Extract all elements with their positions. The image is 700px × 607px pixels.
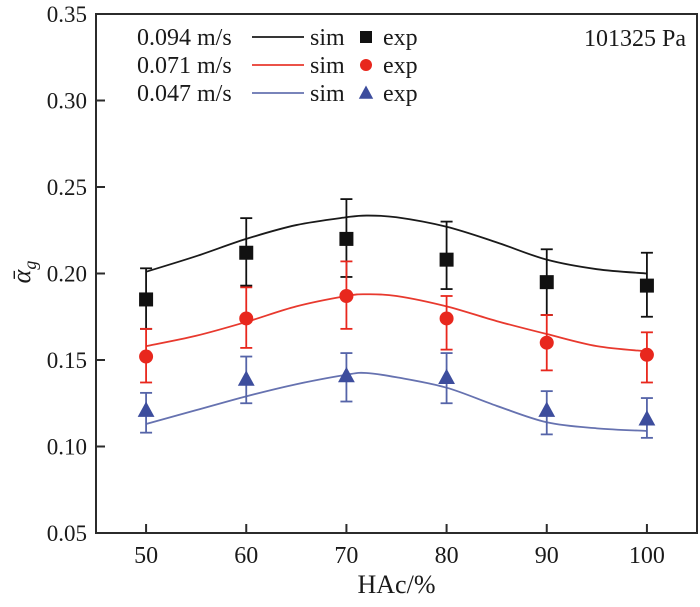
exp-marker — [438, 368, 455, 385]
x-tick-label: 60 — [234, 543, 258, 569]
x-tick-label: 50 — [134, 543, 158, 569]
exp-marker — [137, 401, 155, 417]
exp-marker — [439, 252, 454, 267]
y-axis-title-subscript: g — [20, 260, 41, 270]
exp-marker — [639, 347, 654, 362]
legend-triangle-icon — [358, 85, 374, 99]
legend-velocity-label: 0.094 m/s — [137, 25, 232, 51]
x-tick-label: 70 — [334, 543, 358, 569]
y-tick-label: 0.15 — [47, 348, 87, 373]
x-axis-title: HAc/% — [357, 570, 436, 599]
exp-marker — [439, 311, 454, 326]
x-tick-label: 100 — [629, 543, 665, 569]
y-axis-title-symbol: ᾱ — [7, 269, 36, 284]
legend-square-icon — [360, 31, 372, 43]
x-tick-label: 90 — [535, 543, 559, 569]
exp-marker — [237, 370, 255, 386]
exp-marker — [638, 410, 656, 426]
legend-exp-label: exp — [383, 81, 418, 107]
legend-exp-label: exp — [383, 53, 418, 79]
y-tick-label: 0.05 — [47, 521, 87, 546]
legend-sim-label: sim — [310, 81, 345, 107]
exp-marker — [538, 401, 556, 417]
x-tick-label: 80 — [435, 543, 459, 569]
exp-marker — [239, 245, 254, 260]
exp-marker — [639, 278, 654, 293]
sim-curve — [145, 214, 647, 275]
y-tick-label: 0.10 — [47, 435, 87, 460]
exp-marker — [139, 292, 154, 307]
y-tick-label: 0.35 — [47, 2, 87, 27]
legend-velocity-label: 0.071 m/s — [137, 53, 232, 79]
y-tick-label: 0.30 — [47, 89, 87, 114]
exp-marker — [339, 288, 354, 303]
legend-circle-icon — [360, 59, 372, 71]
legend-sim-label: sim — [310, 53, 345, 79]
y-axis-title: ᾱg — [2, 242, 42, 302]
pressure-annotation: 101325 Pa — [584, 26, 686, 52]
sim-curve — [145, 371, 647, 432]
y-tick-label: 0.20 — [47, 262, 87, 287]
legend-velocity-label: 0.047 m/s — [137, 81, 232, 107]
y-tick-label: 0.25 — [47, 175, 87, 200]
legend-exp-label: exp — [383, 25, 418, 51]
legend-sim-label: sim — [310, 25, 345, 51]
exp-marker — [239, 311, 254, 326]
exp-marker — [139, 349, 154, 364]
exp-marker — [539, 335, 554, 350]
exp-marker — [339, 231, 354, 246]
exp-marker — [539, 275, 554, 290]
exp-marker — [338, 366, 355, 383]
sim-curve — [145, 293, 648, 353]
